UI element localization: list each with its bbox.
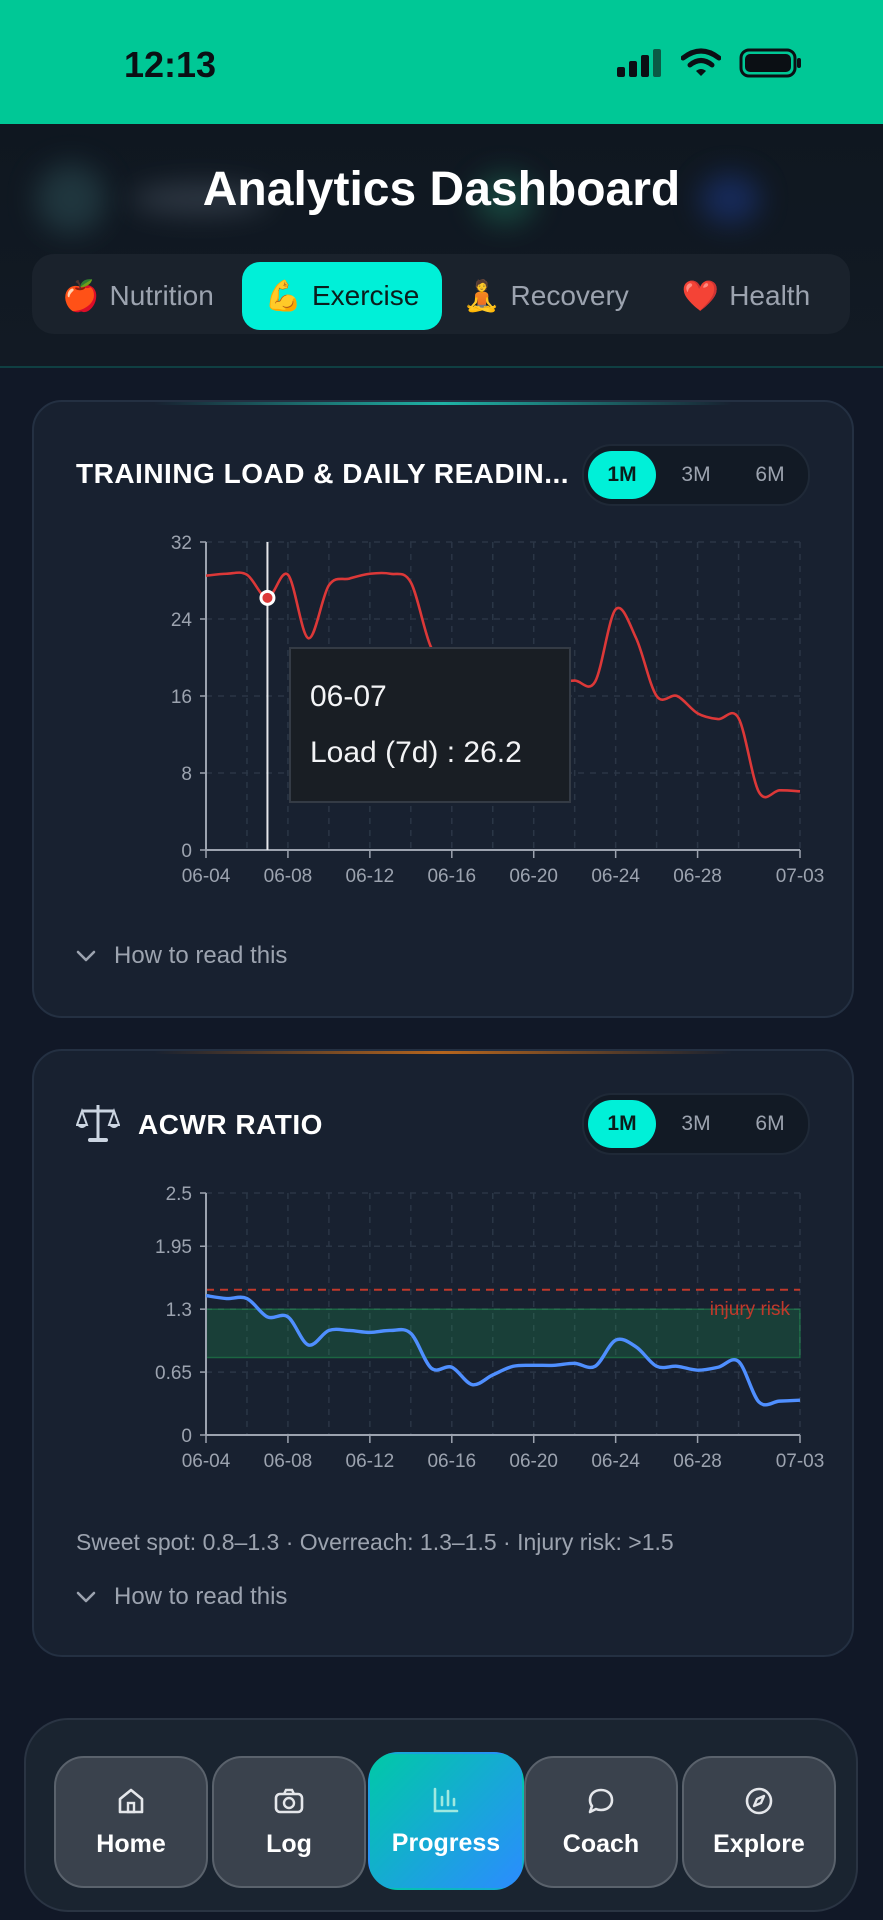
heart-icon: ❤️ bbox=[681, 279, 720, 313]
status-time: 12:13 bbox=[124, 44, 217, 85]
x-tick-label: 06-24 bbox=[591, 866, 640, 887]
chevron-down-icon bbox=[76, 1591, 96, 1603]
range-selector: 1M 3M 6M bbox=[582, 444, 810, 506]
cellular-signal-icon bbox=[617, 49, 661, 77]
injury-risk-label: injury risk bbox=[710, 1299, 791, 1320]
nav-label: Log bbox=[266, 1829, 312, 1858]
x-tick-label: 06-08 bbox=[264, 1451, 313, 1472]
x-tick-label: 06-16 bbox=[427, 866, 476, 887]
range-3m-button[interactable]: 3M bbox=[681, 1112, 711, 1135]
tab-exercise[interactable]: 💪 Exercise bbox=[242, 262, 442, 330]
x-tick-label: 06-04 bbox=[182, 1451, 231, 1472]
acwr-card: ACWR RATIO 1M 3M 6M 0 0.65 1.3 1.95 2.5 06-04… bbox=[32, 1049, 854, 1657]
y-tick-label: 16 bbox=[171, 687, 192, 708]
home-icon bbox=[118, 1788, 144, 1813]
decorative-blob bbox=[700, 174, 760, 224]
x-tick-label: 06-08 bbox=[264, 866, 313, 887]
nav-label: Home bbox=[96, 1829, 166, 1858]
how-to-read-label: How to read this bbox=[114, 1583, 288, 1610]
x-tick-label: 06-20 bbox=[509, 1451, 558, 1472]
acwr-chart: 0 0.65 1.3 1.95 2.5 06-04 06-08 06-12 06-16 06-20… bbox=[155, 1184, 825, 1472]
sweet-spot-band bbox=[205, 1308, 801, 1359]
nav-log-button[interactable]: Log bbox=[212, 1756, 366, 1888]
compass-icon bbox=[745, 1787, 773, 1814]
card-title: TRAINING LOAD & DAILY READIN... bbox=[76, 458, 570, 489]
dashboard-header: Analytics Dashboard 🍎 Nutrition 💪 Exerci… bbox=[0, 124, 883, 368]
status-icons bbox=[617, 48, 803, 78]
meditation-icon: 🧘 bbox=[463, 279, 501, 313]
range-selector: 1M 3M 6M bbox=[582, 1093, 810, 1155]
card-title: ACWR RATIO bbox=[138, 1109, 323, 1140]
nav-explore-button[interactable]: Explore bbox=[682, 1756, 836, 1888]
chevron-down-icon bbox=[76, 950, 96, 962]
y-tick-label: 0.65 bbox=[155, 1363, 192, 1384]
x-tick-label: 06-28 bbox=[673, 1451, 722, 1472]
chat-bubble-icon bbox=[588, 1788, 614, 1813]
y-tick-label: 2.5 bbox=[166, 1184, 192, 1205]
nav-progress-button[interactable]: Progress bbox=[368, 1752, 524, 1890]
tooltip-date: 06-07 bbox=[310, 680, 387, 713]
training-load-card: TRAINING LOAD & DAILY READIN... 1M 3M 6M… bbox=[32, 400, 854, 1018]
tooltip-value: Load (7d) : 26.2 bbox=[310, 736, 522, 769]
card-glow bbox=[154, 1051, 732, 1054]
tab-label: Exercise bbox=[311, 280, 420, 311]
training-load-chart: 0 8 16 24 32 06-04 06-08 06-12 06-16 06-20 06-24 06… bbox=[171, 533, 825, 887]
tab-label: Recovery bbox=[510, 280, 629, 311]
y-tick-label: 1.3 bbox=[166, 1300, 192, 1321]
decorative-blob bbox=[130, 184, 270, 214]
balance-scale-icon bbox=[76, 1105, 120, 1142]
range-1m-button[interactable]: 1M bbox=[588, 451, 656, 499]
range-6m-button[interactable]: 6M bbox=[755, 1112, 785, 1135]
card-glow bbox=[154, 402, 732, 405]
hover-point bbox=[262, 592, 273, 603]
nav-label: Explore bbox=[713, 1829, 805, 1858]
page-title: Analytics Dashboard bbox=[202, 163, 681, 216]
nav-label: Coach bbox=[562, 1829, 640, 1858]
decorative-blob bbox=[36, 164, 106, 234]
flexed-biceps-icon: 💪 bbox=[264, 279, 302, 313]
y-tick-label: 1.95 bbox=[155, 1237, 192, 1258]
range-3m-button[interactable]: 3M bbox=[681, 463, 711, 486]
y-tick-label: 0 bbox=[181, 1426, 192, 1447]
y-tick-label: 0 bbox=[181, 841, 192, 862]
nav-label: Progress bbox=[391, 1828, 501, 1857]
x-tick-label: 06-12 bbox=[346, 1451, 395, 1472]
tab-label: Health bbox=[729, 280, 811, 311]
x-tick-label: 06-24 bbox=[591, 1451, 640, 1472]
range-1m-button[interactable]: 1M bbox=[588, 1100, 656, 1148]
how-to-read-toggle[interactable]: How to read this bbox=[76, 942, 287, 970]
battery-icon bbox=[739, 48, 801, 78]
series-line bbox=[205, 1293, 801, 1407]
category-tabs: 🍎 Nutrition 💪 Exercise 🧘 Recovery ❤️ Hea… bbox=[32, 254, 850, 334]
tab-label: Nutrition bbox=[109, 280, 214, 311]
range-6m-button[interactable]: 6M bbox=[755, 463, 785, 486]
how-to-read-toggle[interactable]: How to read this bbox=[76, 1583, 287, 1611]
nav-coach-button[interactable]: Coach bbox=[524, 1756, 678, 1888]
y-tick-label: 8 bbox=[181, 764, 192, 785]
acwr-legend-text: Sweet spot: 0.8–1.3 · Overreach: 1.3–1.5… bbox=[76, 1529, 674, 1555]
tab-nutrition[interactable]: 🍎 Nutrition bbox=[44, 262, 232, 330]
how-to-read-label: How to read this bbox=[114, 942, 288, 969]
x-tick-label: 06-28 bbox=[673, 866, 722, 887]
y-tick-label: 32 bbox=[171, 533, 192, 554]
apple-icon: 🍎 bbox=[62, 279, 100, 313]
x-tick-label: 07-03 bbox=[776, 1451, 825, 1472]
x-tick-label: 06-16 bbox=[427, 1451, 476, 1472]
y-tick-label: 24 bbox=[171, 610, 193, 631]
bar-chart-icon bbox=[433, 1787, 459, 1812]
x-tick-label: 06-12 bbox=[346, 866, 395, 887]
x-tick-label: 06-04 bbox=[182, 866, 231, 887]
chart-tooltip bbox=[289, 647, 571, 803]
bottom-navigation: Home Log Progress Coach Explore bbox=[24, 1718, 858, 1912]
tab-health[interactable]: ❤️ Health bbox=[654, 262, 838, 330]
camera-icon bbox=[274, 1788, 304, 1813]
tab-recovery[interactable]: 🧘 Recovery bbox=[450, 262, 642, 330]
status-bar: 12:13 bbox=[0, 0, 883, 124]
nav-home-button[interactable]: Home bbox=[54, 1756, 208, 1888]
decorative-blob bbox=[475, 174, 535, 224]
x-tick-label: 06-20 bbox=[509, 866, 558, 887]
x-tick-label: 07-03 bbox=[776, 866, 825, 887]
wifi-icon bbox=[681, 48, 721, 76]
